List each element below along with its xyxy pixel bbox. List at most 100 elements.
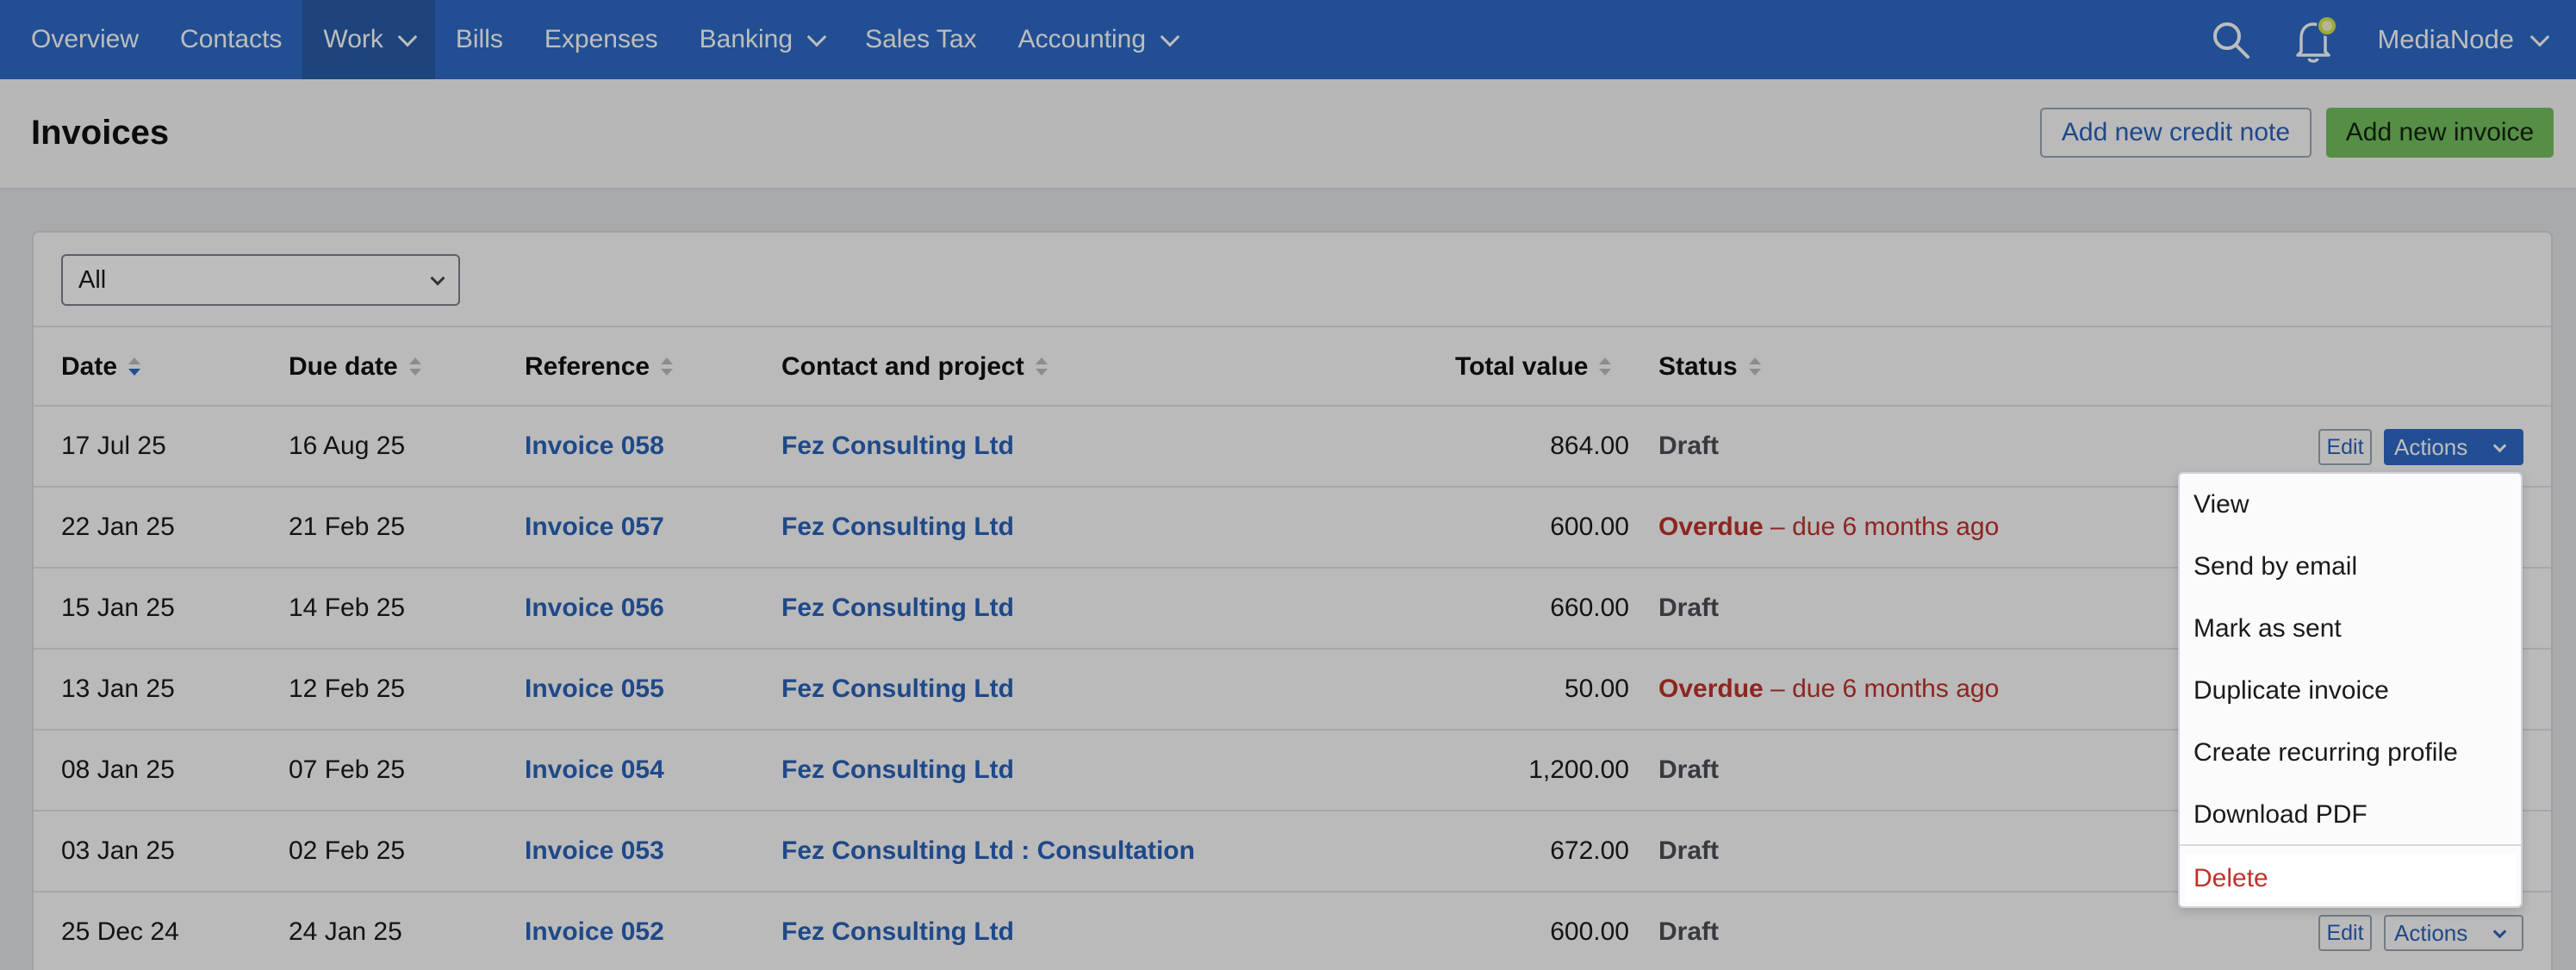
chevron-down-icon xyxy=(2492,924,2507,939)
menu-item-view[interactable]: View xyxy=(2193,490,2249,519)
invoices-panel: All Date Due date Reference Contact and … xyxy=(32,231,2553,970)
row-status: Draft xyxy=(1658,594,1720,622)
menu-item-delete[interactable]: Delete xyxy=(2185,855,2516,903)
nav-accounting[interactable]: Accounting xyxy=(998,0,1198,79)
nav-banking[interactable]: Banking xyxy=(679,0,844,79)
nav-banking-label: Banking xyxy=(699,25,793,53)
nav-work[interactable]: Work xyxy=(302,0,435,79)
search-icon xyxy=(2213,22,2250,59)
row-reference-link[interactable]: Invoice 054 xyxy=(525,755,664,784)
column-contact-label: Contact and project xyxy=(781,352,1024,381)
menu-divider xyxy=(2180,844,2521,846)
row-date: 15 Jan 25 xyxy=(61,594,175,622)
row-total: 600.00 xyxy=(1550,917,1629,946)
actions-dropdown-menu: View Send by email Mark as sent Duplicat… xyxy=(2178,472,2523,908)
table-row: 22 Jan 25 21 Feb 25 Invoice 057 Fez Cons… xyxy=(34,488,2551,569)
row-reference-link[interactable]: Invoice 052 xyxy=(525,917,664,946)
sort-icon xyxy=(408,357,422,377)
row-total: 864.00 xyxy=(1550,432,1629,460)
nav-contacts[interactable]: Contacts xyxy=(159,0,302,79)
row-reference-link[interactable]: Invoice 057 xyxy=(525,513,664,541)
row-due-date: 21 Feb 25 xyxy=(289,513,406,541)
nav-overview[interactable]: Overview xyxy=(0,0,159,79)
row-status-detail: – due 6 months ago xyxy=(1763,675,2000,703)
row-due-date: 24 Jan 25 xyxy=(289,917,402,946)
nav-expenses[interactable]: Expenses xyxy=(524,0,679,79)
table-row: 08 Jan 25 07 Feb 25 Invoice 054 Fez Cons… xyxy=(34,731,2551,811)
row-contact-link[interactable]: Fez Consulting Ltd xyxy=(781,594,1014,622)
row-reference-link[interactable]: Invoice 055 xyxy=(525,675,664,703)
column-status-label: Status xyxy=(1658,352,1738,381)
table-row: 15 Jan 25 14 Feb 25 Invoice 056 Fez Cons… xyxy=(34,569,2551,650)
status-filter-select[interactable]: All xyxy=(61,254,460,306)
row-status-label: Overdue xyxy=(1658,513,1764,541)
nav-overview-label: Overview xyxy=(31,25,140,53)
row-status-label: Overdue xyxy=(1658,675,1764,703)
user-name: MediaNode xyxy=(2377,24,2514,54)
page-header: Invoices Add new credit note Add new inv… xyxy=(0,79,2576,190)
row-reference-link[interactable]: Invoice 056 xyxy=(525,594,664,622)
row-status: Overdue – due 6 months ago xyxy=(1658,488,1999,567)
add-credit-note-button[interactable]: Add new credit note xyxy=(2040,108,2312,158)
row-contact-link[interactable]: Fez Consulting Ltd xyxy=(781,917,1014,946)
row-edit-button[interactable]: Edit xyxy=(2318,915,2372,951)
row-contact-link[interactable]: Fez Consulting Ltd xyxy=(781,432,1014,460)
column-date[interactable]: Date xyxy=(61,327,141,407)
row-total: 1,200.00 xyxy=(1528,755,1629,784)
menu-item-send-email[interactable]: Send by email xyxy=(2193,552,2358,581)
sort-icon xyxy=(1035,357,1048,377)
row-contact-link[interactable]: Fez Consulting Ltd xyxy=(781,513,1014,541)
chevron-down-icon xyxy=(806,27,827,47)
table-row: 13 Jan 25 12 Feb 25 Invoice 055 Fez Cons… xyxy=(34,650,2551,731)
row-date: 03 Jan 25 xyxy=(61,836,175,865)
nav-contacts-label: Contacts xyxy=(180,25,283,53)
search-button[interactable] xyxy=(2205,14,2256,65)
row-reference-link[interactable]: Invoice 053 xyxy=(525,836,664,865)
column-reference[interactable]: Reference xyxy=(525,327,674,407)
row-date: 17 Jul 25 xyxy=(61,432,166,460)
row-due-date: 02 Feb 25 xyxy=(289,836,406,865)
row-status: Draft xyxy=(1658,917,1720,946)
row-total: 50.00 xyxy=(1564,675,1629,703)
row-date: 08 Jan 25 xyxy=(61,755,175,784)
row-edit-button[interactable]: Edit xyxy=(2318,429,2372,465)
nav-sales-tax-label: Sales Tax xyxy=(865,25,977,53)
chevron-down-icon xyxy=(1160,27,1180,47)
user-menu[interactable]: MediaNode xyxy=(2377,24,2576,55)
row-contact-link[interactable]: Fez Consulting Ltd : Consultation xyxy=(781,836,1195,865)
column-total[interactable]: Total value xyxy=(1455,327,1612,407)
nav-bills[interactable]: Bills xyxy=(435,0,524,79)
row-total: 600.00 xyxy=(1550,513,1629,541)
nav-sales-tax[interactable]: Sales Tax xyxy=(844,0,998,79)
menu-item-download-pdf[interactable]: Download PDF xyxy=(2193,800,2368,829)
notifications-button[interactable] xyxy=(2291,14,2343,65)
column-contact[interactable]: Contact and project xyxy=(781,327,1048,407)
nav-work-label: Work xyxy=(323,25,383,53)
row-contact-link[interactable]: Fez Consulting Ltd xyxy=(781,755,1014,784)
row-actions-button[interactable]: Actions xyxy=(2384,429,2523,465)
table-row: 25 Dec 24 24 Jan 25 Invoice 052 Fez Cons… xyxy=(34,892,2551,970)
chevron-down-icon xyxy=(2529,27,2550,47)
sort-icon xyxy=(1598,357,1612,377)
page-title: Invoices xyxy=(31,114,170,152)
row-reference-link[interactable]: Invoice 058 xyxy=(525,432,664,460)
column-date-label: Date xyxy=(61,352,118,381)
column-due-date[interactable]: Due date xyxy=(289,327,422,407)
row-status-detail: – due 6 months ago xyxy=(1763,513,2000,541)
column-status[interactable]: Status xyxy=(1658,327,1762,407)
sort-icon xyxy=(660,357,674,377)
row-due-date: 07 Feb 25 xyxy=(289,755,406,784)
add-invoice-button[interactable]: Add new invoice xyxy=(2326,108,2554,158)
row-date: 13 Jan 25 xyxy=(61,675,175,703)
column-due-date-label: Due date xyxy=(289,352,398,381)
row-status: Draft xyxy=(1658,755,1720,784)
row-status: Overdue – due 6 months ago xyxy=(1658,650,1999,729)
row-date: 22 Jan 25 xyxy=(61,513,175,541)
row-due-date: 14 Feb 25 xyxy=(289,594,406,622)
menu-item-duplicate[interactable]: Duplicate invoice xyxy=(2193,676,2389,705)
menu-item-recurring[interactable]: Create recurring profile xyxy=(2193,738,2458,767)
row-due-date: 12 Feb 25 xyxy=(289,675,406,703)
row-contact-link[interactable]: Fez Consulting Ltd xyxy=(781,675,1014,703)
row-actions-button[interactable]: Actions xyxy=(2384,915,2523,951)
menu-item-mark-sent[interactable]: Mark as sent xyxy=(2193,614,2342,643)
